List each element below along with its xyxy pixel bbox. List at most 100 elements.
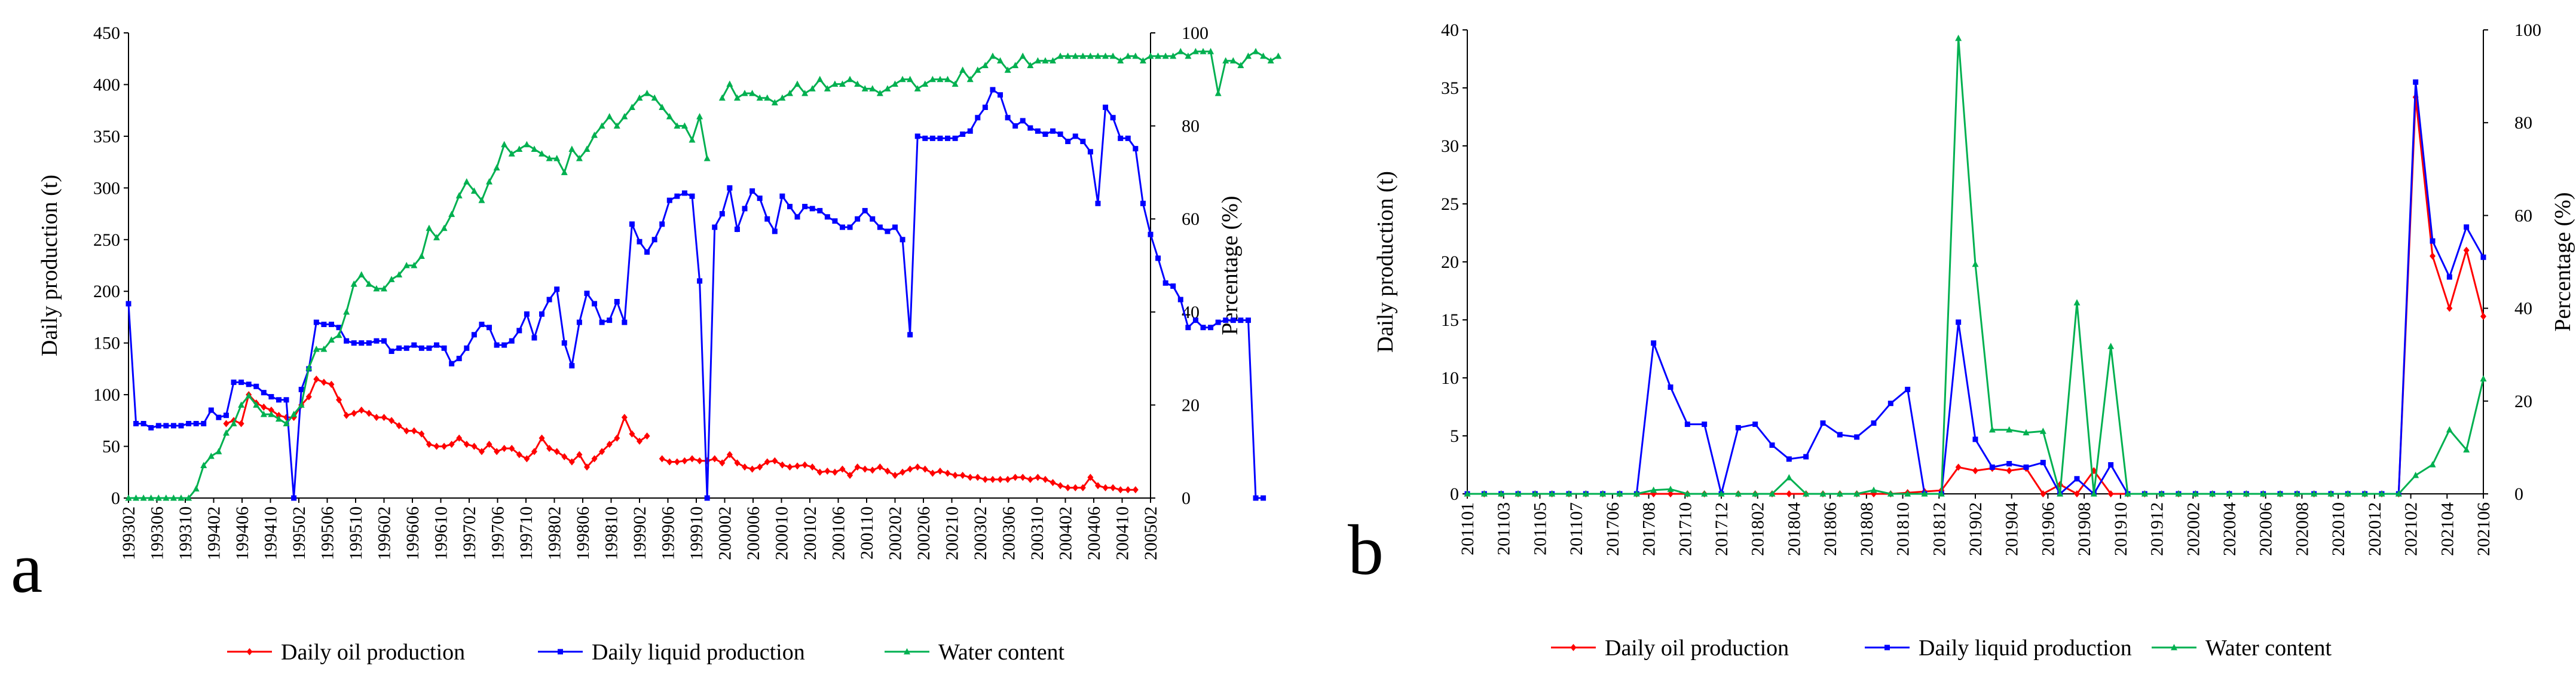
data-point-0 [997, 475, 1004, 483]
y-left-tick-label: 30 [1441, 136, 1459, 156]
x-tick-label: 200302 [971, 506, 990, 560]
x-tick-label: 200202 [886, 506, 905, 560]
data-point-2 [1684, 490, 1691, 497]
legend-label: Daily oil production [1605, 636, 1789, 661]
data-point-2 [426, 224, 433, 231]
data-point-0 [388, 417, 395, 425]
data-point-1 [494, 342, 500, 348]
data-point-2 [756, 94, 763, 101]
data-point-1 [1087, 149, 1093, 155]
x-tick-label: 201908 [2075, 502, 2094, 556]
data-point-2 [2446, 426, 2453, 433]
data-point-1 [982, 104, 988, 110]
data-point-0 [2006, 467, 2012, 475]
data-point-2 [1803, 490, 1810, 497]
data-point-1 [374, 338, 380, 344]
data-point-2 [892, 80, 898, 87]
data-point-2 [831, 80, 839, 87]
data-point-2 [718, 94, 726, 101]
data-point-1 [629, 221, 635, 227]
data-point-0 [689, 455, 696, 463]
data-point-2 [636, 94, 643, 101]
data-point-0 [1042, 475, 1048, 483]
y-axis-title-right: Percentage (%) [1217, 196, 1243, 335]
data-point-2 [1102, 52, 1109, 59]
data-point-1 [870, 216, 876, 222]
y-left-tick-label: 35 [1441, 78, 1459, 98]
x-tick-label: 199810 [602, 506, 622, 560]
y-left-tick-label: 15 [1441, 310, 1459, 330]
data-point-1 [546, 297, 552, 303]
data-point-0 [516, 451, 522, 459]
data-point-2 [290, 410, 298, 417]
data-point-0 [809, 463, 816, 471]
data-point-2 [373, 285, 380, 292]
data-point-1 [155, 423, 161, 429]
data-point-2 [1267, 57, 1274, 64]
x-tick-label: 199506 [318, 506, 338, 560]
data-point-1 [2464, 224, 2470, 230]
data-point-0 [1786, 490, 1792, 497]
x-tick-label: 199910 [687, 506, 706, 560]
data-point-0 [1972, 467, 1978, 475]
data-point-2 [418, 252, 425, 259]
data-point-2 [1064, 52, 1072, 59]
x-tick-label: 200406 [1084, 506, 1104, 560]
x-tick-label: 201105 [1530, 502, 1550, 555]
data-point-0 [561, 453, 568, 460]
data-point-1 [1200, 325, 1206, 331]
data-point-0 [313, 375, 320, 383]
data-point-1 [479, 322, 485, 328]
data-point-0 [974, 474, 981, 481]
x-tick-label: 199902 [630, 506, 650, 560]
data-point-0 [2040, 490, 2046, 497]
data-point-2 [463, 178, 470, 185]
data-point-2 [1185, 52, 1192, 59]
data-point-1 [531, 335, 537, 341]
data-point-1 [1103, 104, 1109, 110]
data-point-2 [140, 494, 147, 501]
x-tick-label: 201906 [2038, 502, 2058, 556]
data-point-2 [2209, 490, 2216, 497]
data-point-1 [283, 397, 289, 403]
data-point-0 [238, 420, 244, 427]
data-point-2 [1938, 490, 1945, 497]
data-point-2 [1498, 490, 1505, 497]
y-right-tick-label: 20 [1182, 395, 1200, 415]
data-point-1 [418, 345, 424, 351]
data-point-2 [185, 494, 192, 501]
data-point-2 [1582, 490, 1589, 497]
data-point-2 [215, 448, 222, 454]
data-point-1 [1735, 425, 1741, 430]
data-point-1 [1125, 135, 1131, 141]
data-point-1 [1118, 135, 1124, 141]
data-point-2 [1207, 48, 1214, 54]
data-point-0 [1064, 484, 1071, 491]
data-point-2 [937, 75, 944, 83]
data-point-1 [689, 193, 695, 199]
data-point-1 [471, 332, 477, 338]
data-point-2 [230, 420, 237, 427]
data-point-1 [216, 414, 222, 420]
data-point-0 [1094, 482, 1101, 490]
data-point-1 [1095, 200, 1101, 206]
data-point-2 [275, 415, 282, 422]
data-point-1 [2413, 79, 2419, 85]
data-point-1 [223, 413, 229, 419]
data-point-2 [1988, 426, 1996, 433]
data-point-2 [2311, 490, 2318, 497]
data-point-0 [268, 407, 274, 414]
data-point-1 [1020, 118, 1026, 124]
data-point-1 [1871, 420, 1877, 426]
data-point-0 [441, 442, 448, 450]
data-point-0 [2463, 246, 2470, 254]
data-point-2 [733, 94, 741, 101]
data-point-2 [2023, 429, 2030, 436]
x-tick-label: 200110 [857, 506, 877, 560]
x-tick-label: 202002 [2183, 502, 2203, 556]
data-point-1 [276, 397, 282, 403]
data-point-2 [2057, 490, 2064, 497]
data-point-1 [298, 386, 304, 392]
data-point-2 [598, 122, 605, 129]
y-left-tick-label: 150 [93, 334, 120, 353]
